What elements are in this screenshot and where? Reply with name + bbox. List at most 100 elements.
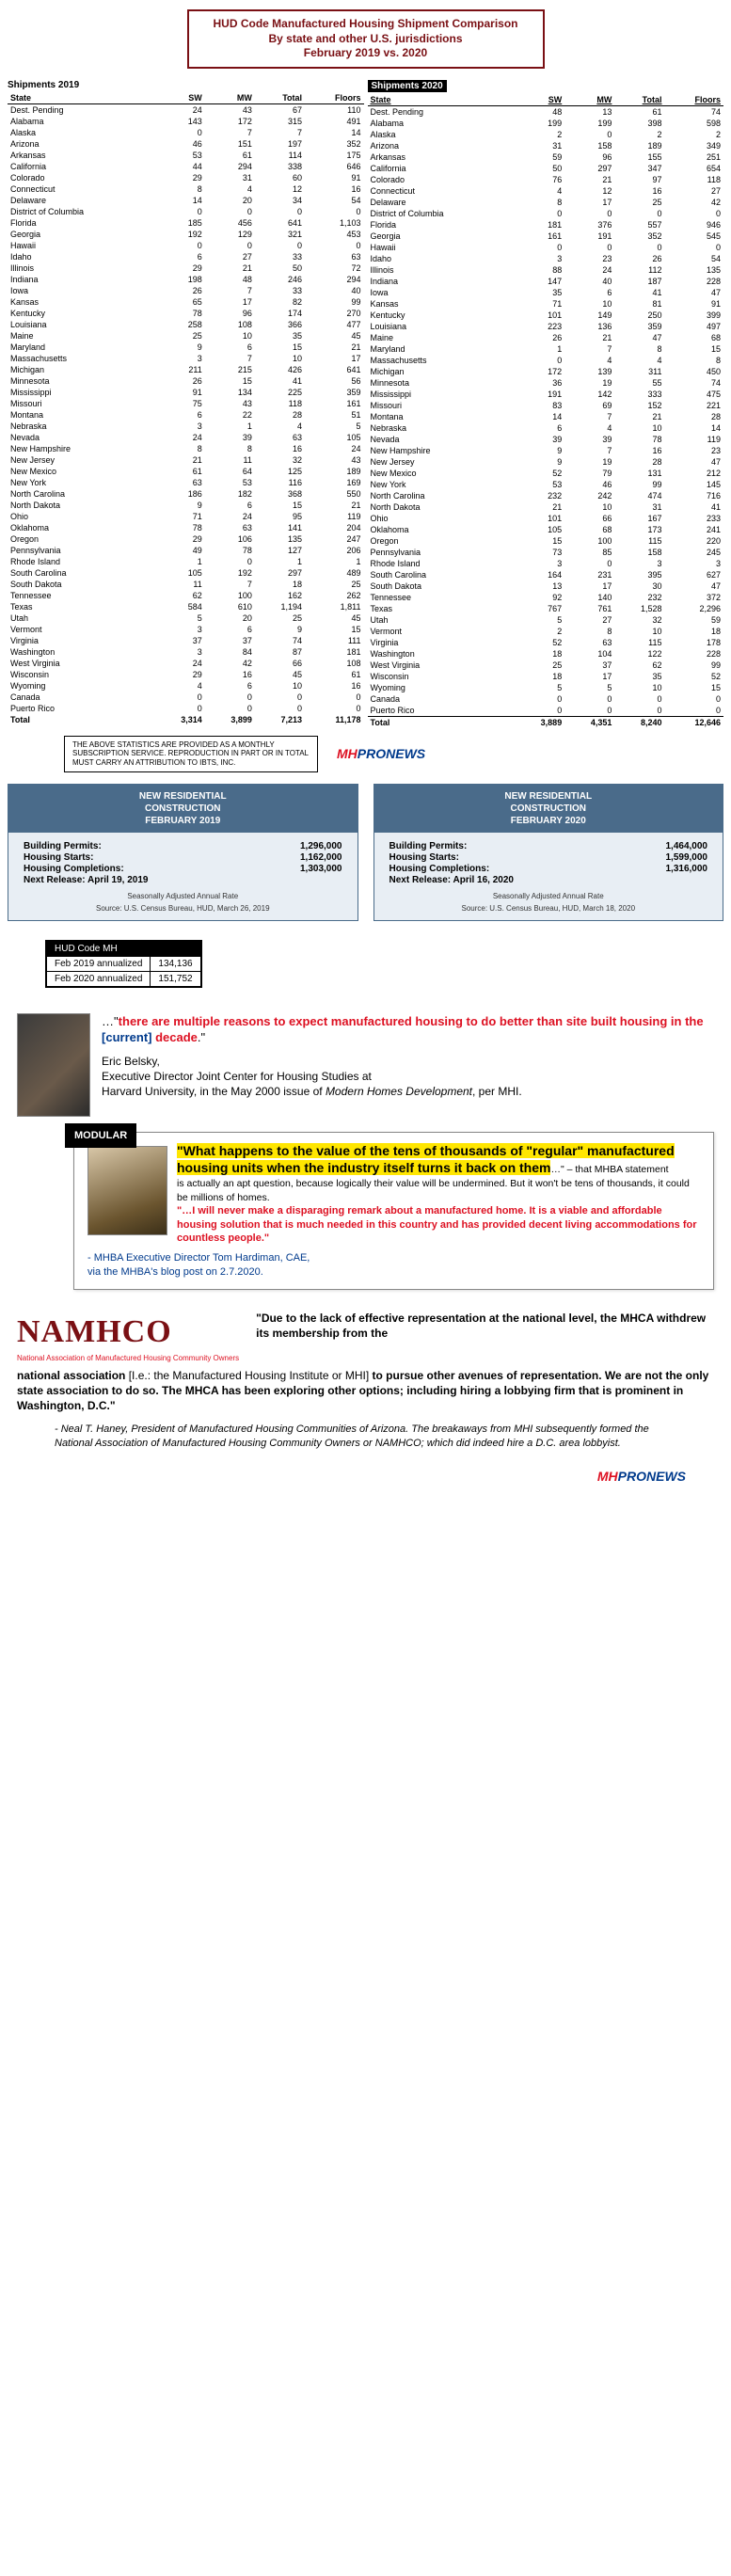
table-row: Indiana19848246294 (8, 274, 364, 285)
table-row: Oklahoma10568173241 (368, 524, 724, 535)
table-row: Nebraska3145 (8, 421, 364, 432)
table-row: California44294338646 (8, 161, 364, 172)
table-row: Maryland17815 (368, 343, 724, 355)
table-row: New Hampshire881624 (8, 443, 364, 454)
table-row: Illinois29215072 (8, 262, 364, 274)
table-row: New York6353116169 (8, 477, 364, 488)
table-row: North Carolina232242474716 (368, 490, 724, 501)
table-row: Washington18104122228 (368, 648, 724, 660)
table-row: Michigan211215426641 (8, 364, 364, 375)
table-row: Delaware8172542 (368, 197, 724, 208)
table-row: Alaska07714 (8, 127, 364, 138)
table-row: Maine26214768 (368, 332, 724, 343)
table-row: Arkansas5361114175 (8, 150, 364, 161)
table-row: South Carolina164231395627 (368, 569, 724, 580)
shipments-2020: Shipments 2020 StateSWMWTotalFloorsDest.… (368, 80, 724, 728)
col-header: State (368, 94, 516, 106)
hardiman-quote: MODULAR "What happens to the value of th… (73, 1132, 714, 1290)
table-row: Florida181376557946 (368, 219, 724, 231)
table-row: Washington38487181 (8, 646, 364, 658)
table-row: Wisconsin18173552 (368, 671, 724, 682)
table-row: Arizona46151197352 (8, 138, 364, 150)
table-row: Wyoming461016 (8, 680, 364, 692)
col-header: SW (155, 92, 205, 104)
table-row: Kentucky7896174270 (8, 308, 364, 319)
construction-2019: NEW RESIDENTIALCONSTRUCTIONFEBRUARY 2019… (8, 784, 358, 921)
table-row: West Virginia244266108 (8, 658, 364, 669)
title-l1: HUD Code Manufactured Housing Shipment C… (208, 17, 524, 32)
belsky-quote: …"there are multiple reasons to expect m… (17, 1013, 714, 1117)
table-row: North Carolina186182368550 (8, 488, 364, 500)
table-row: Wyoming551015 (368, 682, 724, 693)
table-2019: StateSWMWTotalFloorsDest. Pending2443671… (8, 92, 364, 725)
table-row: Vermont281018 (368, 626, 724, 637)
table-row: Texas5846101,1941,811 (8, 601, 364, 612)
table-row: North Dakota961521 (8, 500, 364, 511)
table-row: Hawaii0000 (368, 242, 724, 253)
table-row: Dest. Pending244367110 (8, 103, 364, 116)
table-row: New Jersey9192847 (368, 456, 724, 468)
col-header: Total (255, 92, 305, 104)
table-row: Colorado762197118 (368, 174, 724, 185)
table-row: Arkansas5996155251 (368, 151, 724, 163)
table-row: Georgia161191352545 (368, 231, 724, 242)
mhpronews-logo: MHPRONEWS (337, 746, 425, 761)
table-row: California50297347654 (368, 163, 724, 174)
table-row: Nevada243963105 (8, 432, 364, 443)
table-row: Utah5202545 (8, 612, 364, 624)
col-header: Floors (305, 92, 363, 104)
table-row: Tennessee92140232372 (368, 592, 724, 603)
table-row: Minnesota36195574 (368, 377, 724, 389)
table-row: Pennsylvania4978127206 (8, 545, 364, 556)
table-row: Delaware14203454 (8, 195, 364, 206)
table-2020: StateSWMWTotalFloorsDest. Pending4813617… (368, 94, 724, 728)
table-row: Nevada393978119 (368, 434, 724, 445)
col-header: MW (205, 92, 255, 104)
table-row: Minnesota26154156 (8, 375, 364, 387)
table-row: Dest. Pending48136174 (368, 105, 724, 118)
col-header: State (8, 92, 155, 104)
title-l3: February 2019 vs. 2020 (208, 46, 524, 61)
belsky-photo (17, 1013, 90, 1117)
table-row: Rhode Island3033 (368, 558, 724, 569)
table-row: Oklahoma7863141204 (8, 522, 364, 533)
table-row: Canada0000 (8, 692, 364, 703)
table-row: Mississippi91134225359 (8, 387, 364, 398)
table-row: New Hampshire971623 (368, 445, 724, 456)
table-row: Maryland961521 (8, 342, 364, 353)
table-row: Iowa3564147 (368, 287, 724, 298)
shipments-2020-title: Shipments 2020 (368, 80, 447, 92)
table-row: Illinois8824112135 (368, 264, 724, 276)
table-row: Montana1472128 (368, 411, 724, 422)
col-header: MW (564, 94, 614, 106)
table-row: Oregon15100115220 (368, 535, 724, 547)
table-row: West Virginia25376299 (368, 660, 724, 671)
table-row: Kansas65178299 (8, 296, 364, 308)
construction-2020: NEW RESIDENTIALCONSTRUCTIONFEBRUARY 2020… (373, 784, 724, 921)
mhpronews-logo-footer: MHPRONEWS (45, 1468, 686, 1486)
table-row: North Dakota21103141 (368, 501, 724, 513)
table-row: South Dakota13173047 (368, 580, 724, 592)
title-box: HUD Code Manufactured Housing Shipment C… (187, 9, 545, 69)
table-row: Alabama199199398598 (368, 118, 724, 129)
table-row: Tennessee62100162262 (8, 590, 364, 601)
table-row: Maine25103545 (8, 330, 364, 342)
table-row: Missouri8369152221 (368, 400, 724, 411)
table-row: Montana6222851 (8, 409, 364, 421)
namhco-quote: NAMHCO National Association of Manufactu… (17, 1311, 714, 1364)
table-row: Ohio712495119 (8, 511, 364, 522)
table-row: Arizona31158189349 (368, 140, 724, 151)
table-row: Kentucky101149250399 (368, 310, 724, 321)
hardiman-photo (87, 1146, 167, 1235)
table-row: Kansas71108191 (368, 298, 724, 310)
table-row: Alabama143172315491 (8, 116, 364, 127)
table-row: Massachusetts0448 (368, 355, 724, 366)
table-row: Mississippi191142333475 (368, 389, 724, 400)
table-row: Puerto Rico0000 (368, 705, 724, 717)
haney-attribution: - Neal T. Haney, President of Manufactur… (55, 1423, 676, 1451)
table-row: Oregon29106135247 (8, 533, 364, 545)
table-row: New York534699145 (368, 479, 724, 490)
table-row: Michigan172139311450 (368, 366, 724, 377)
table-row: Colorado29316091 (8, 172, 364, 183)
table-row: Ohio10166167233 (368, 513, 724, 524)
